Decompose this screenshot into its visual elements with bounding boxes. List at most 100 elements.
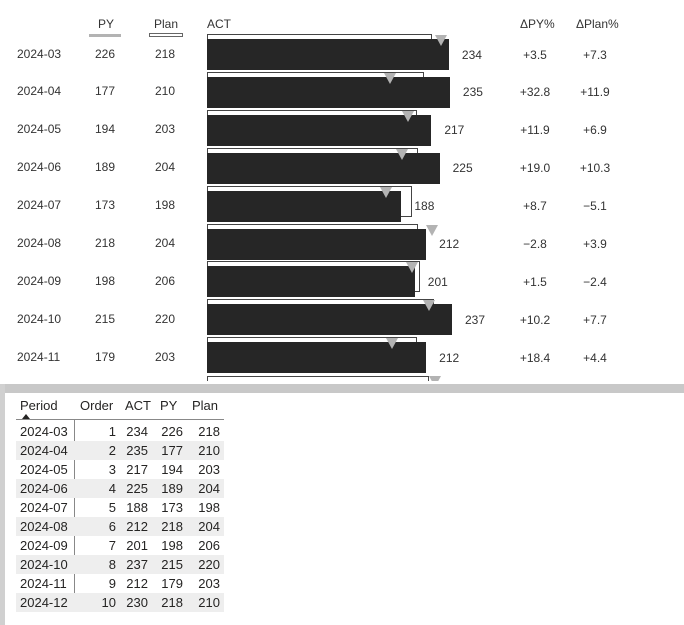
act-bar xyxy=(207,304,452,336)
period-cell: 2024-03 xyxy=(20,424,68,439)
py-marker xyxy=(396,148,409,160)
delta-plan-value: −5.1 xyxy=(583,199,607,214)
py-value: 226 xyxy=(94,46,116,61)
py-marker xyxy=(383,72,396,84)
plan-value: 204 xyxy=(154,160,176,175)
plan-value: 203 xyxy=(154,122,176,137)
delta-py-value: +1.5 xyxy=(523,274,547,289)
delta-plan-value: +10.3 xyxy=(579,161,611,176)
plan-column-header: Plan xyxy=(154,17,179,31)
order-cell: 7 xyxy=(108,538,116,553)
act-cell: 212 xyxy=(126,576,148,591)
table-row[interactable]: 2024-07 5 188 173 198 xyxy=(16,498,224,517)
table-row[interactable]: 2024-05 3 217 194 203 xyxy=(16,460,224,479)
order-cell: 4 xyxy=(108,481,116,496)
plan-cell: 220 xyxy=(198,557,220,572)
plan-cell: 203 xyxy=(198,576,220,591)
act-bar xyxy=(207,39,449,70)
table-row[interactable]: 2024-10 8 237 215 220 xyxy=(16,555,224,574)
plan-cell: 210 xyxy=(198,595,220,610)
table-row[interactable]: 2024-11 9 212 179 203 xyxy=(16,574,224,593)
plan-cell: 206 xyxy=(198,538,220,553)
order-cell: 6 xyxy=(108,519,116,534)
py-value: 189 xyxy=(94,160,116,175)
act-bar xyxy=(207,190,402,222)
py-cell: 194 xyxy=(161,462,183,477)
order-cell: 1 xyxy=(108,424,116,439)
py-cell: 189 xyxy=(161,481,183,496)
act-value: 201 xyxy=(427,274,448,289)
plan-table-header[interactable]: Plan xyxy=(192,398,219,413)
py-cell: 215 xyxy=(161,557,183,572)
plan-value: 204 xyxy=(154,236,176,250)
order-cell: 5 xyxy=(108,500,116,515)
period-cell: 2024-08 xyxy=(20,519,68,534)
period-label: 2024-09 xyxy=(17,273,62,288)
py-cell: 177 xyxy=(161,443,183,458)
period-cell: 2024-06 xyxy=(20,481,68,496)
table-row[interactable]: 2024-04 2 235 177 210 xyxy=(16,441,224,460)
period-cell: 2024-11 xyxy=(20,576,67,591)
plan-cell: 198 xyxy=(198,500,220,515)
py-marker xyxy=(379,186,392,198)
order-cell: 10 xyxy=(101,595,116,610)
py-value: 218 xyxy=(94,236,116,250)
delta-py-value: +18.4 xyxy=(519,350,551,365)
delta-plan-value: +6.9 xyxy=(583,123,607,138)
plan-cell: 210 xyxy=(198,443,220,458)
act-cell: 235 xyxy=(126,443,148,458)
delta-py-value: +32.8 xyxy=(519,85,551,100)
py-marker-partial xyxy=(429,376,441,381)
header-divider xyxy=(16,419,224,420)
order-cell: 2 xyxy=(108,443,116,458)
act-value: 225 xyxy=(452,161,473,176)
delta-plan-value: −2.4 xyxy=(583,274,607,289)
period-label: 2024-06 xyxy=(17,160,62,175)
table-row[interactable]: 2024-08 6 212 218 204 xyxy=(16,517,224,536)
act-cell: 201 xyxy=(126,538,148,553)
delta-py-value: −2.8 xyxy=(523,237,547,251)
table-row[interactable]: 2024-03 1 234 226 218 xyxy=(16,422,224,441)
period-cell: 2024-09 xyxy=(20,538,68,553)
py-value: 177 xyxy=(94,84,116,99)
plan-value: 220 xyxy=(154,311,176,326)
panel-edge xyxy=(0,384,5,625)
period-label: 2024-11 xyxy=(17,349,61,364)
plan-cell: 204 xyxy=(198,481,220,496)
py-value: 179 xyxy=(94,349,116,364)
plan-cell: 204 xyxy=(198,519,220,534)
period-cell: 2024-04 xyxy=(20,443,68,458)
py-cell: 173 xyxy=(161,500,183,515)
act-table-header[interactable]: ACT xyxy=(125,398,151,413)
table-row[interactable]: 2024-06 4 225 189 204 xyxy=(16,479,224,498)
delta-py-value: +10.2 xyxy=(519,312,551,327)
plan-bar-partial xyxy=(207,376,429,381)
period-column-header[interactable]: Period xyxy=(20,398,58,413)
order-column-header[interactable]: Order xyxy=(80,398,114,413)
delta-plan-value: +11.9 xyxy=(580,85,610,100)
act-cell: 230 xyxy=(126,595,148,610)
act-cell: 217 xyxy=(126,462,148,477)
py-cell: 198 xyxy=(161,538,183,553)
act-value: 234 xyxy=(461,47,482,62)
table-row[interactable]: 2024-12 10 230 218 210 xyxy=(16,593,224,612)
act-value: 235 xyxy=(462,85,483,100)
period-label: 2024-08 xyxy=(17,236,62,250)
delta-plan-value: +7.3 xyxy=(583,47,607,62)
period-label: 2024-04 xyxy=(17,84,62,99)
py-cell: 218 xyxy=(161,595,183,610)
py-marker xyxy=(386,338,399,350)
act-cell: 188 xyxy=(126,500,148,515)
period-label: 2024-07 xyxy=(17,198,62,213)
visual-separator[interactable] xyxy=(4,384,684,393)
table-row[interactable]: 2024-09 7 201 198 206 xyxy=(16,536,224,555)
period-cell: 2024-12 xyxy=(20,595,68,610)
act-bar xyxy=(207,228,427,260)
py-table-header[interactable]: PY xyxy=(160,398,178,413)
py-value: 215 xyxy=(94,311,116,326)
act-cell: 237 xyxy=(126,557,148,572)
sort-ascending-icon[interactable] xyxy=(22,414,30,419)
py-legend-swatch xyxy=(89,34,121,37)
py-cell: 179 xyxy=(161,576,183,591)
act-cell: 225 xyxy=(126,481,148,496)
